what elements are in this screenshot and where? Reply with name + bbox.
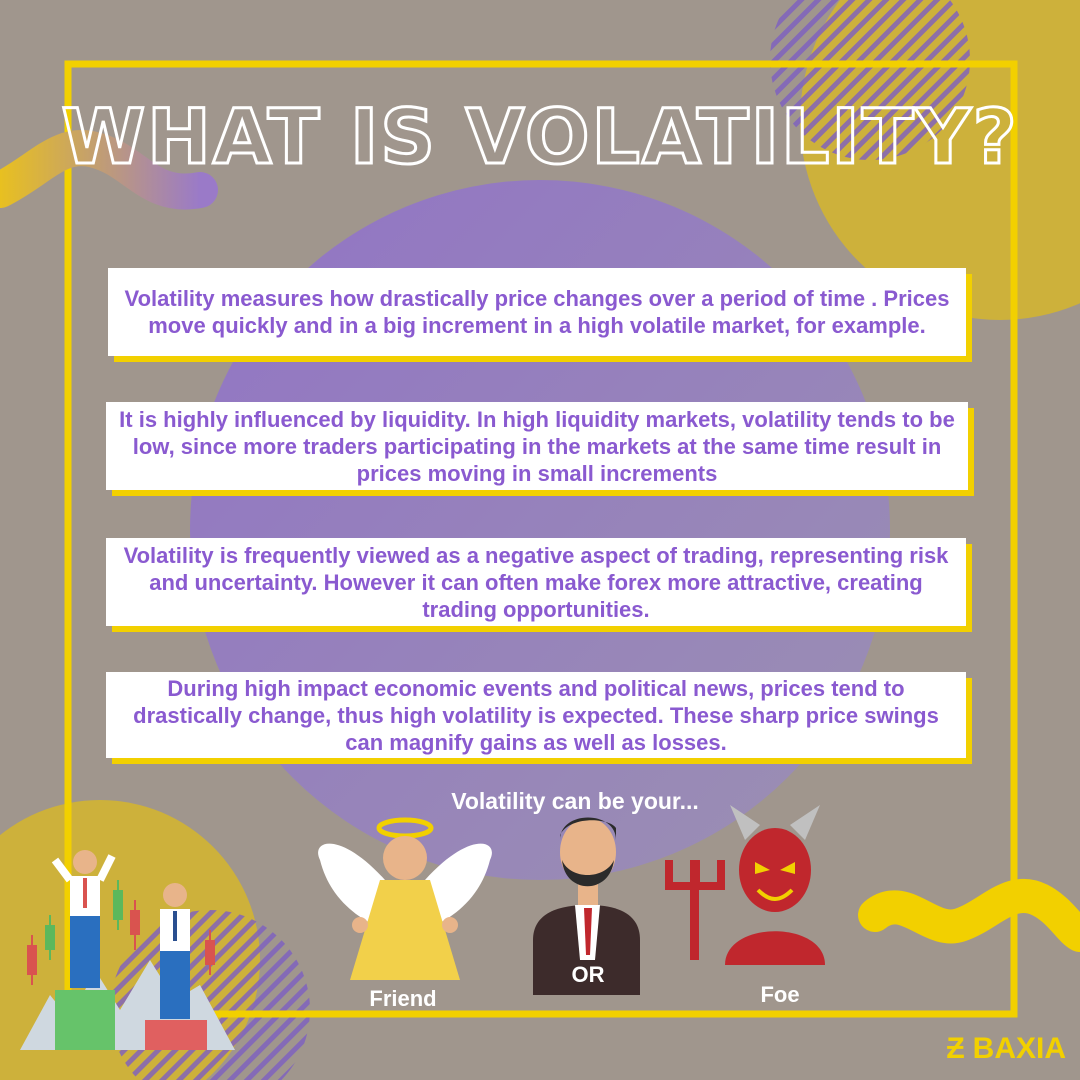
podium-red [145, 1020, 207, 1050]
podium-green [55, 990, 115, 1050]
striped-circle-top [770, 0, 970, 160]
brand-name: BAXIA [972, 1032, 1066, 1065]
businessman-second-illustration [160, 883, 190, 1019]
wave-top-left [0, 130, 218, 210]
wave-bottom-right [858, 878, 1080, 952]
yellow-frame [64, 60, 1018, 1018]
brand-logo: Ƶ BAXIA [946, 1032, 1066, 1066]
businessman-winner-illustration [51, 850, 116, 988]
candlestick-chart-illustration [27, 880, 215, 985]
info-box-3: Volatility is frequently viewed as a neg… [106, 538, 966, 626]
friend-label: Friend [369, 986, 437, 1011]
info-box-1: Volatility measures how drastically pric… [108, 268, 966, 356]
foe-label: Foe [760, 982, 800, 1007]
subtitle: Volatility can be your... [451, 788, 699, 814]
page-title: WHAT IS VOLATILITY? [60, 91, 1019, 183]
brand-mark-icon: Ƶ [946, 1032, 965, 1065]
devil-illustration [665, 805, 825, 965]
businessman-or-illustration [533, 817, 640, 995]
info-box-2: It is highly influenced by liquidity. In… [106, 402, 968, 490]
angel-illustration [318, 817, 492, 980]
or-label: OR [571, 962, 605, 987]
info-box-4: During high impact economic events and p… [106, 672, 966, 758]
